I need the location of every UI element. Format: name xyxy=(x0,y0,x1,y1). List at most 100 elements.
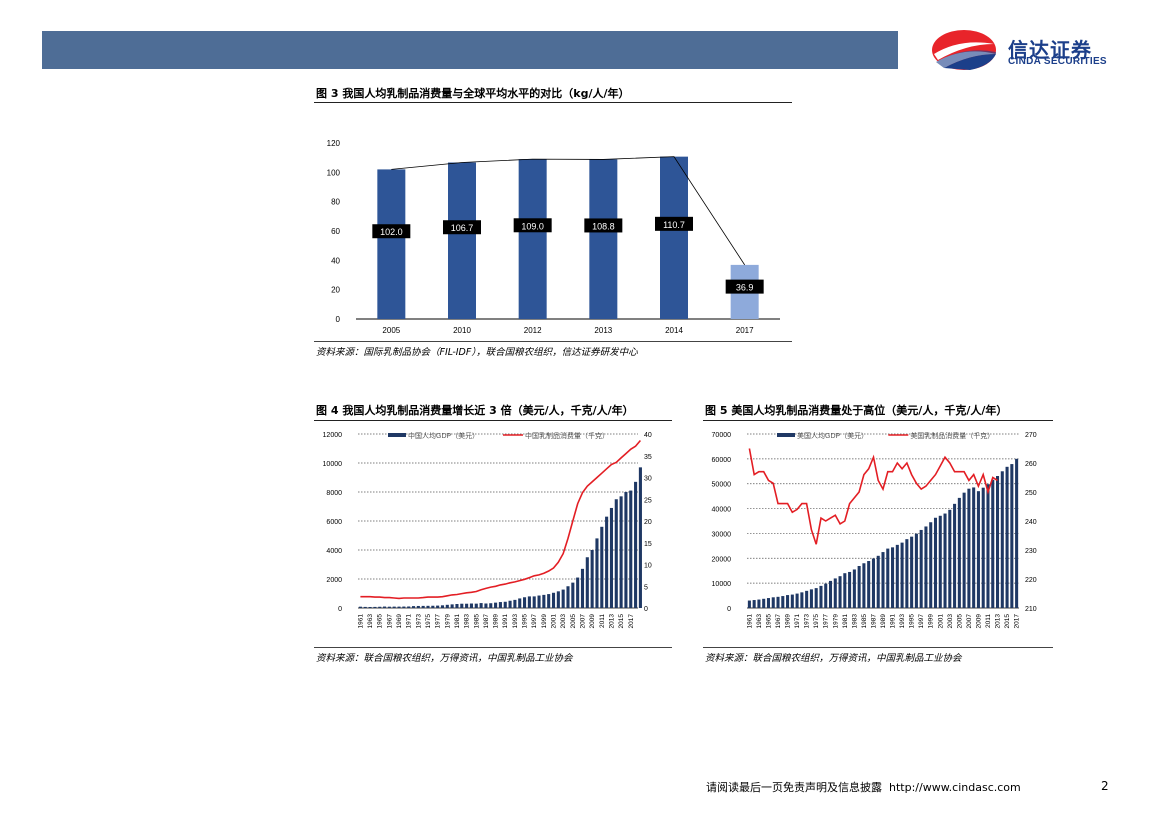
page-number: 2 xyxy=(1101,779,1109,793)
bar-2014 xyxy=(660,156,688,319)
gdp-bar xyxy=(929,522,933,608)
legend-swatch-bar xyxy=(777,433,795,437)
trend-line xyxy=(391,156,746,266)
x-tick-label: 1973 xyxy=(415,614,422,629)
consumption-line xyxy=(360,439,642,600)
data-label: 102.0 xyxy=(380,227,403,237)
x-tick-label: 2001 xyxy=(551,614,558,629)
y-right-tick-label: 220 xyxy=(1025,577,1037,584)
gdp-bar xyxy=(938,515,942,608)
gdp-bar xyxy=(848,571,852,608)
gdp-bar xyxy=(498,602,502,608)
legend-label-bar: 美国人均GDP（美元） xyxy=(797,431,868,440)
gdp-bar xyxy=(881,552,885,608)
data-label: 109.0 xyxy=(521,221,544,231)
gdp-bar xyxy=(995,476,1000,608)
x-tick-label: 1997 xyxy=(918,614,925,629)
y-right-tick-label: 240 xyxy=(1025,519,1037,526)
figure-3-source: 资料来源：国际乳制品协会（FIL-IDF），联合国粮农组织，信达证券研发中心 xyxy=(316,347,638,358)
gdp-bar xyxy=(933,517,938,608)
data-label: 108.8 xyxy=(592,221,615,231)
figure-5-bottom-rule xyxy=(703,647,1053,648)
gdp-bar xyxy=(551,592,556,608)
gdp-bar xyxy=(795,593,799,608)
x-tick-label: 2005 xyxy=(382,326,400,335)
gdp-bar xyxy=(876,555,880,608)
gdp-bar xyxy=(891,547,895,608)
gdp-bar xyxy=(402,606,406,608)
x-tick-label: 1973 xyxy=(804,614,811,629)
gdp-bar xyxy=(991,479,995,608)
gdp-bar xyxy=(747,600,751,608)
y-right-tick-label: 10 xyxy=(644,563,652,570)
x-tick-label: 2015 xyxy=(1004,614,1011,629)
y-right-tick-label: 0 xyxy=(644,606,648,613)
gdp-bar xyxy=(757,599,761,608)
x-tick-label: 2003 xyxy=(560,614,567,629)
x-tick-label: 1975 xyxy=(813,614,820,629)
gdp-bar xyxy=(790,594,794,608)
bar-2005 xyxy=(377,169,406,319)
y-left-tick-label: 2000 xyxy=(326,577,342,584)
gdp-bar xyxy=(527,596,531,608)
x-tick-label: 1979 xyxy=(832,614,839,629)
gdp-bar xyxy=(1015,458,1019,608)
gdp-bar xyxy=(387,606,391,608)
gdp-bar xyxy=(445,604,449,608)
x-tick-label: 1993 xyxy=(899,614,906,629)
gdp-bar xyxy=(833,578,837,608)
x-tick-label: 1969 xyxy=(785,614,792,629)
x-tick-label: 2011 xyxy=(985,614,992,628)
y-right-tick-label: 30 xyxy=(644,476,652,483)
gdp-bar xyxy=(571,582,575,608)
y-left-tick-label: 60000 xyxy=(712,457,732,464)
gdp-bar xyxy=(383,606,387,608)
x-tick-label: 1977 xyxy=(823,614,830,629)
x-tick-label: 1991 xyxy=(890,614,897,629)
y-left-tick-label: 0 xyxy=(338,606,342,613)
y-tick-label: 80 xyxy=(331,198,340,207)
footer-url[interactable]: http://www.cindasc.com xyxy=(889,781,1021,794)
bar-2010 xyxy=(448,162,476,319)
gdp-bar xyxy=(1010,464,1014,608)
figure-5-source: 资料来源：联合国粮农组织，万得资讯，中国乳制品工业协会 xyxy=(705,653,962,664)
gdp-bar xyxy=(532,596,536,608)
figure-5-title: 图 5 美国人均乳制品消费量处于高位（美元/人，千克/人/年） xyxy=(705,404,1008,417)
data-label-box xyxy=(584,218,623,233)
gdp-bar xyxy=(580,568,585,608)
y-left-tick-label: 10000 xyxy=(712,581,732,588)
x-tick-label: 2017 xyxy=(736,326,754,335)
x-tick-label: 1965 xyxy=(377,614,384,629)
x-tick-label: 2013 xyxy=(995,614,1002,629)
gdp-bar xyxy=(547,594,551,608)
figure-5-top-rule xyxy=(703,420,1053,421)
x-tick-label: 2010 xyxy=(453,326,471,335)
y-left-tick-label: 6000 xyxy=(326,519,342,526)
gdp-bar xyxy=(924,526,928,608)
x-tick-label: 1989 xyxy=(880,614,887,629)
logo-text-en: CINDA SECURITIES xyxy=(1008,56,1107,67)
gdp-bar xyxy=(436,605,440,608)
x-tick-label: 1983 xyxy=(464,614,471,629)
gdp-bar xyxy=(953,503,957,608)
gdp-bar xyxy=(411,606,416,608)
gdp-bar xyxy=(905,539,909,608)
gdp-bar xyxy=(508,600,512,608)
x-tick-label: 2013 xyxy=(594,326,612,335)
x-tick-label: 1979 xyxy=(444,614,451,629)
gdp-bar xyxy=(800,592,804,608)
gdp-bar xyxy=(624,492,628,608)
consumption-line xyxy=(748,448,998,545)
gdp-bar xyxy=(566,586,570,608)
gdp-bar xyxy=(619,496,623,608)
x-tick-label: 1999 xyxy=(928,614,935,629)
y-tick-label: 100 xyxy=(327,168,341,177)
gdp-bar xyxy=(838,576,842,608)
gdp-bar xyxy=(857,565,861,608)
gdp-bar xyxy=(824,583,828,608)
y-right-tick-label: 35 xyxy=(644,454,652,461)
gdp-bar xyxy=(426,605,430,608)
x-tick-label: 2013 xyxy=(608,614,615,629)
gdp-bar xyxy=(503,601,507,608)
y-right-tick-label: 270 xyxy=(1025,432,1037,439)
